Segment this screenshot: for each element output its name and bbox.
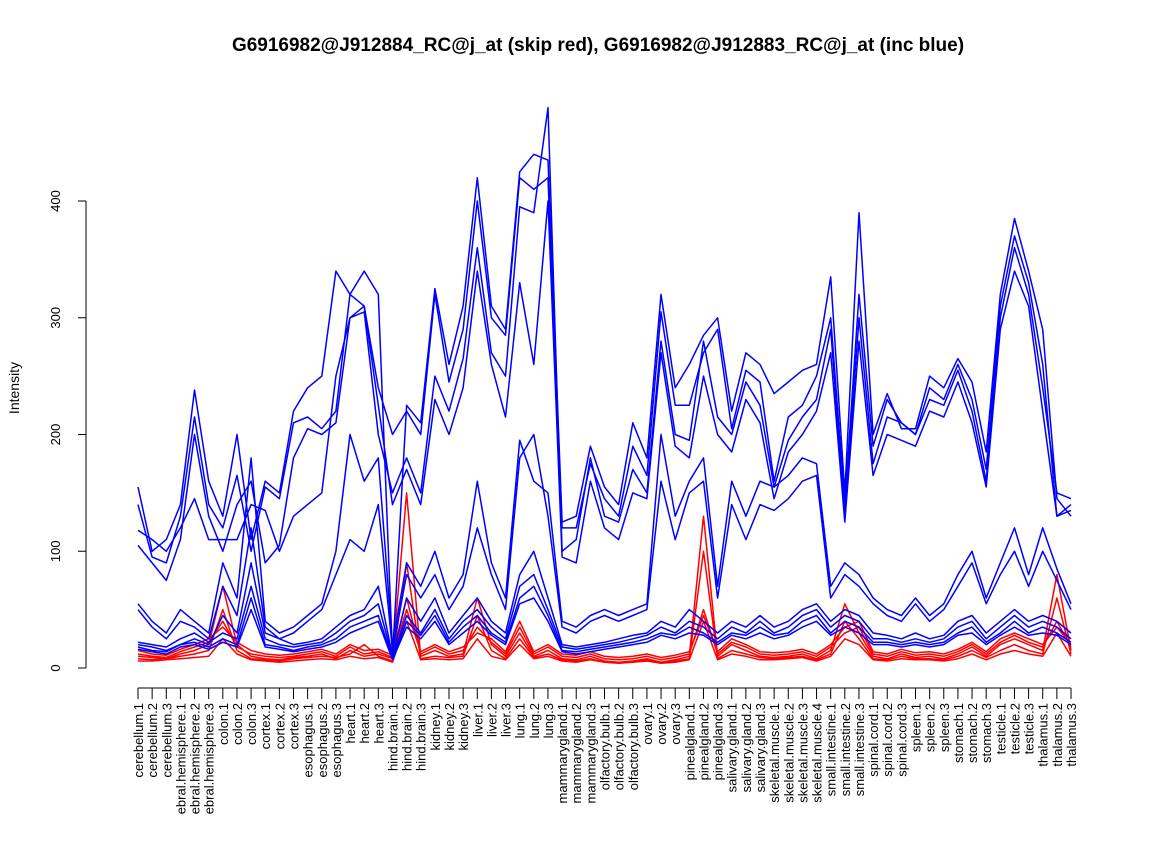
x-tick-label: spleen.1 xyxy=(909,703,924,752)
x-tick-label: esophagus.2 xyxy=(315,703,330,777)
x-tick-label: salivary.gland.3 xyxy=(753,703,768,792)
y-tick-label: 200 xyxy=(48,424,63,446)
x-tick-label: esophagus.1 xyxy=(301,703,316,777)
x-tick-label: lung.3 xyxy=(541,703,556,738)
x-tick-label: stomach.3 xyxy=(979,703,994,763)
x-tick-label: ebral.hemisphere.2 xyxy=(188,703,203,814)
x-tick-label: kidney.2 xyxy=(442,703,457,750)
x-tick-label: small.intestine.1 xyxy=(824,703,839,796)
x-tick-label: thalamus.1 xyxy=(1036,703,1051,767)
x-tick-label: cerebellum.3 xyxy=(159,703,174,777)
x-tick-label: cerebellum.1 xyxy=(131,703,146,777)
series-line-5 xyxy=(137,608,1072,659)
x-tick-label: hind.brain.3 xyxy=(414,703,429,771)
x-tick-label: stomach.1 xyxy=(951,703,966,763)
series-line-10 xyxy=(137,433,1072,646)
x-tick-label: heart.3 xyxy=(371,703,386,743)
x-tick-label: cortex.3 xyxy=(287,703,302,749)
x-tick-label: skeletal.muscle.1 xyxy=(767,703,782,803)
x-tick-label: small.intestine.3 xyxy=(852,703,867,796)
x-tick-label: testicle.2 xyxy=(1007,703,1022,754)
x-tick-label: heart.2 xyxy=(357,703,372,743)
x-tick-label: testicle.3 xyxy=(1022,703,1037,754)
y-axis-label: Intensity xyxy=(6,362,22,414)
x-tick-label: olfactory.bulb.2 xyxy=(612,703,627,790)
x-tick-label: spinal.cord.1 xyxy=(866,703,881,777)
x-tick-label: cortex.2 xyxy=(272,703,287,749)
x-tick-label: lung.2 xyxy=(527,703,542,738)
x-tick-label: mammarygland.1 xyxy=(555,703,570,803)
y-tick-label: 300 xyxy=(48,307,63,329)
series-line-4 xyxy=(138,620,1072,665)
series-line-8 xyxy=(137,106,1072,553)
x-tick-label: heart.1 xyxy=(343,703,358,743)
y-axis: 0 100 200 300 400 xyxy=(48,190,87,672)
x-tick-label: spinal.cord.2 xyxy=(880,703,895,777)
x-tick-label: thalamus.3 xyxy=(1064,703,1079,767)
x-tick-label: salivary.gland.2 xyxy=(739,703,754,792)
series-line-13 xyxy=(137,573,1072,659)
series-line-1 xyxy=(137,492,1072,663)
x-tick-label: cerebellum.2 xyxy=(145,703,160,777)
x-tick-label: liver.1 xyxy=(470,703,485,737)
y-tick-label: 400 xyxy=(48,190,63,212)
x-tick-label: pinealgland.3 xyxy=(711,703,726,780)
series-line-3 xyxy=(137,597,1072,661)
x-tick-label: olfactory.bulb.1 xyxy=(598,703,613,790)
x-tick-label: skeletal.muscle.3 xyxy=(795,703,810,803)
x-tick-label: mammarygland.2 xyxy=(569,703,584,803)
x-tick-label: skeletal.muscle.4 xyxy=(810,703,825,803)
x-tick-label: kidney.3 xyxy=(456,703,471,750)
series-line-9 xyxy=(137,200,1072,582)
y-tick-label: 0 xyxy=(48,664,63,671)
x-tick-label: ovary.2 xyxy=(654,703,669,745)
x-tick-label: skeletal.muscle.2 xyxy=(781,703,796,803)
x-tick-label: ebral.hemisphere.1 xyxy=(173,703,188,814)
y-tick-label: 100 xyxy=(48,540,63,562)
series-line-15 xyxy=(137,597,1072,661)
x-tick-label: ebral.hemisphere.3 xyxy=(202,703,217,814)
x-tick-label: testicle.1 xyxy=(993,703,1008,754)
x-tick-label: lung.1 xyxy=(513,703,528,738)
x-tick-label: liver.2 xyxy=(484,703,499,737)
x-tick-label: small.intestine.2 xyxy=(838,703,853,796)
x-tick-label: ovary.3 xyxy=(668,703,683,745)
x-axis: cerebellum.1 cerebellum.2 cerebellum.3 ebra… xyxy=(131,687,1079,814)
x-tick-label: kidney.1 xyxy=(428,703,443,750)
x-tick-label: colon.2 xyxy=(230,703,245,745)
series-line-2 xyxy=(137,550,1072,663)
x-tick-label: colon.3 xyxy=(244,703,259,745)
x-tick-label: pinealgland.1 xyxy=(682,703,697,780)
series-line-14 xyxy=(137,585,1072,660)
series-line-6 xyxy=(137,153,1072,658)
x-tick-label: stomach.2 xyxy=(965,703,980,763)
x-tick-label: spinal.cord.3 xyxy=(894,703,909,777)
x-tick-label: spleen.2 xyxy=(923,703,938,752)
x-tick-label: esophagus.3 xyxy=(329,703,344,777)
x-tick-label: mammarygland.3 xyxy=(583,703,598,803)
x-tick-label: thalamus.2 xyxy=(1050,703,1065,767)
x-tick-label: hind.brain.1 xyxy=(385,703,400,771)
series-line-12 xyxy=(137,550,1072,658)
x-tick-label: hind.brain.2 xyxy=(400,703,415,771)
x-tick-label: spleen.3 xyxy=(937,703,952,752)
x-tick-label: pinealgland.2 xyxy=(696,703,711,780)
x-tick-label: liver.3 xyxy=(499,703,514,737)
x-tick-label: cortex.1 xyxy=(258,703,273,749)
series-line-7 xyxy=(137,176,1072,564)
x-tick-label: olfactory.bulb.3 xyxy=(626,703,641,790)
x-tick-label: salivary.gland.1 xyxy=(725,703,740,792)
chart-title: G6916982@J912884_RC@j_at (skip red), G69… xyxy=(232,35,964,56)
series-line-11 xyxy=(137,433,1072,652)
x-tick-label: ovary.1 xyxy=(640,703,655,745)
x-tick-label: colon.1 xyxy=(216,703,231,745)
series-layer xyxy=(137,106,1072,665)
